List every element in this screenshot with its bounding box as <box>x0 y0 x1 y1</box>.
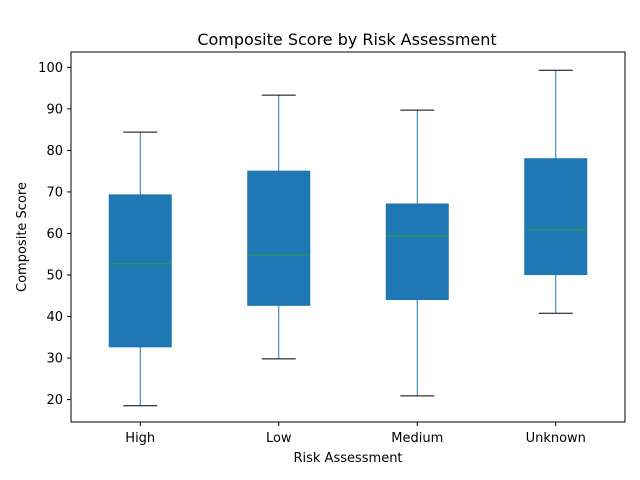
y-tick-label: 80 <box>46 144 63 159</box>
box-iqr <box>385 203 449 300</box>
x-tick-label: Unknown <box>526 431 586 446</box>
y-tick-label: 50 <box>46 268 63 283</box>
plot-area <box>108 69 588 407</box>
x-tick-label: Medium <box>391 431 443 446</box>
box-iqr <box>524 158 588 276</box>
y-tick-label: 20 <box>46 393 63 408</box>
y-tick-label: 70 <box>46 185 63 200</box>
box-group-low <box>247 94 311 360</box>
y-tick-label: 40 <box>46 310 63 325</box>
x-axis: High Low Medium Unknown <box>125 422 586 446</box>
y-tick-label: 100 <box>38 61 63 76</box>
y-tick-label: 60 <box>46 227 63 242</box>
y-axis: 20 30 40 50 60 70 80 90 100 <box>38 61 71 408</box>
box-group-medium <box>385 109 449 397</box>
box-iqr <box>247 170 311 306</box>
x-tick-label: High <box>125 431 155 446</box>
y-tick-label: 90 <box>46 102 63 117</box>
box-group-unknown <box>524 69 588 314</box>
axes-frame <box>70 51 626 423</box>
box-iqr <box>108 194 172 348</box>
chart-title: Composite Score by Risk Assessment <box>197 30 496 49</box>
y-axis-label: Composite Score <box>15 182 30 292</box>
box-group-high <box>108 131 172 407</box>
x-tick-label: Low <box>266 431 292 446</box>
y-tick-label: 30 <box>46 352 63 367</box>
x-axis-label: Risk Assessment <box>293 451 402 466</box>
